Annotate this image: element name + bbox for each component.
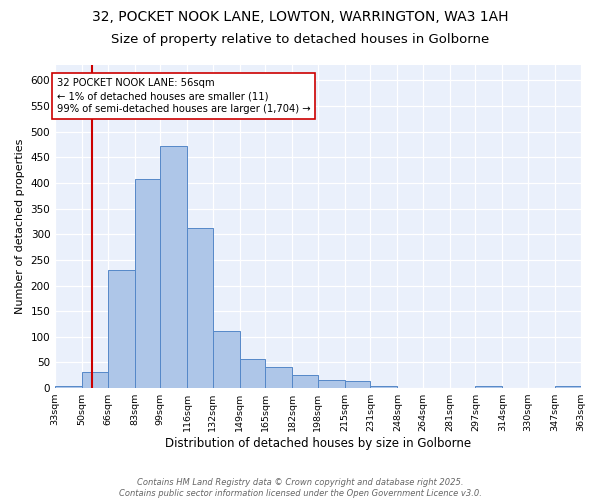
- X-axis label: Distribution of detached houses by size in Golborne: Distribution of detached houses by size …: [165, 437, 471, 450]
- Bar: [82, 372, 108, 388]
- Bar: [265, 367, 292, 388]
- Bar: [55, 386, 82, 388]
- Text: Contains HM Land Registry data © Crown copyright and database right 2025.
Contai: Contains HM Land Registry data © Crown c…: [119, 478, 481, 498]
- Bar: [240, 360, 265, 388]
- Bar: [345, 382, 370, 388]
- Bar: [160, 146, 187, 388]
- Bar: [213, 331, 240, 388]
- Bar: [187, 228, 213, 388]
- Text: 32, POCKET NOOK LANE, LOWTON, WARRINGTON, WA3 1AH: 32, POCKET NOOK LANE, LOWTON, WARRINGTON…: [92, 10, 508, 24]
- Bar: [108, 270, 135, 388]
- Text: Size of property relative to detached houses in Golborne: Size of property relative to detached ho…: [111, 32, 489, 46]
- Bar: [555, 386, 581, 388]
- Text: 32 POCKET NOOK LANE: 56sqm
← 1% of detached houses are smaller (11)
99% of semi-: 32 POCKET NOOK LANE: 56sqm ← 1% of detac…: [57, 78, 310, 114]
- Bar: [318, 380, 345, 388]
- Bar: [370, 386, 397, 388]
- Y-axis label: Number of detached properties: Number of detached properties: [15, 139, 25, 314]
- Bar: [292, 374, 318, 388]
- Bar: [475, 386, 502, 388]
- Bar: [135, 179, 160, 388]
